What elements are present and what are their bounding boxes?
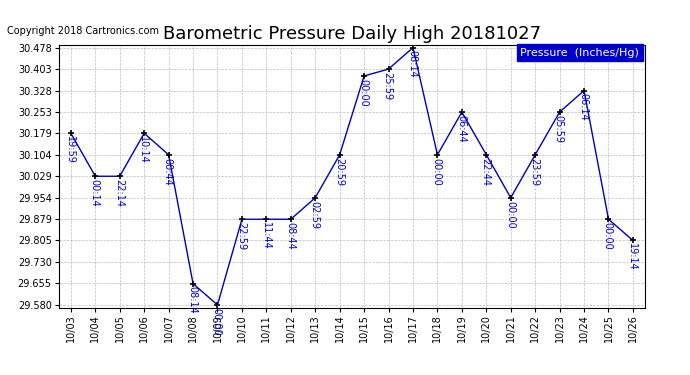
Text: 10:14: 10:14	[139, 136, 148, 164]
Text: 11:44: 11:44	[261, 222, 270, 250]
Text: 22:59: 22:59	[236, 222, 246, 250]
Text: Copyright 2018 Cartronics.com: Copyright 2018 Cartronics.com	[7, 26, 159, 36]
Text: 05:59: 05:59	[554, 115, 564, 143]
Text: 00:00: 00:00	[432, 158, 442, 185]
Text: 23:59: 23:59	[529, 158, 540, 186]
Text: 08:14: 08:14	[407, 50, 417, 78]
Text: 00:00: 00:00	[602, 222, 613, 250]
Text: 06:14: 06:14	[578, 93, 588, 121]
Text: 00:00: 00:00	[212, 308, 221, 336]
Text: 19:59: 19:59	[65, 136, 75, 164]
Text: 06:44: 06:44	[456, 115, 466, 142]
Text: 19:14: 19:14	[627, 243, 637, 271]
Text: 00:14: 00:14	[90, 179, 99, 207]
Text: 08:44: 08:44	[285, 222, 295, 250]
Text: 00:00: 00:00	[358, 79, 368, 106]
Title: Barometric Pressure Daily High 20181027: Barometric Pressure Daily High 20181027	[163, 26, 541, 44]
Text: 08:14: 08:14	[187, 286, 197, 314]
Text: 02:59: 02:59	[309, 201, 319, 228]
Text: 20:59: 20:59	[334, 158, 344, 186]
Text: 22:14: 22:14	[114, 179, 124, 207]
Text: 22:44: 22:44	[480, 158, 491, 186]
Text: 00:44: 00:44	[163, 158, 172, 185]
Text: 00:00: 00:00	[505, 201, 515, 228]
Text: Pressure  (Inches/Hg): Pressure (Inches/Hg)	[520, 48, 640, 58]
Text: 25:59: 25:59	[383, 72, 393, 100]
